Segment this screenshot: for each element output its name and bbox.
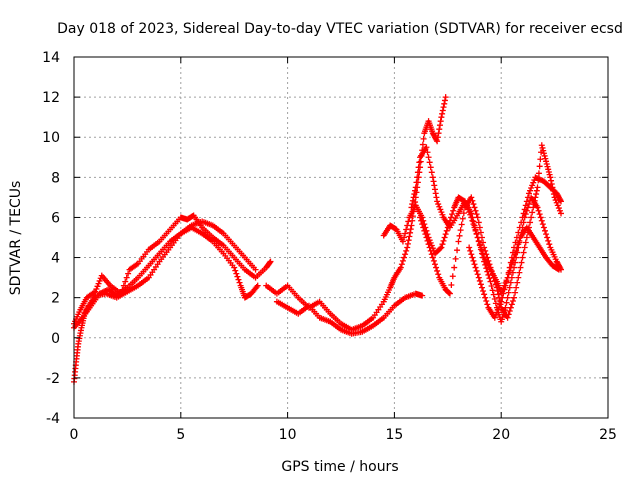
x-tick-label: 25: [599, 427, 617, 443]
axis-ticks: 0 5 10 15 20 25 -4 -2 0 2 4 6 8 10 12 14: [42, 50, 617, 443]
y-tick-label: -4: [46, 411, 60, 427]
data-point-markers: [417, 142, 565, 321]
x-tick-label: 10: [279, 427, 297, 443]
data-point-markers: [263, 94, 449, 333]
x-tick-label: 20: [492, 427, 510, 443]
y-tick-label: 10: [42, 130, 60, 146]
series-trace-i: [466, 224, 562, 321]
y-tick-label: 0: [51, 331, 60, 347]
plot-frame: [73, 56, 609, 419]
data-point-markers: [408, 144, 565, 325]
x-tick-label: 5: [176, 427, 185, 443]
y-tick-label: 8: [51, 170, 60, 186]
series-trace-g: [408, 144, 565, 325]
y-tick-label: 4: [51, 251, 60, 267]
x-tick-label: 0: [70, 427, 79, 443]
x-axis-label: GPS time / hours: [281, 459, 398, 475]
chart-title: Day 018 of 2023, Sidereal Day-to-day VTE…: [57, 21, 623, 37]
data-point-markers: [466, 224, 562, 321]
x-tick-label: 15: [385, 427, 403, 443]
y-tick-label: 14: [42, 50, 60, 66]
y-tick-label: 12: [42, 90, 60, 106]
y-tick-label: -2: [46, 371, 60, 387]
series-trace-d: [263, 94, 449, 333]
y-tick-label: 2: [51, 291, 60, 307]
series-trace-e: [273, 290, 426, 337]
y-tick-label: 6: [51, 210, 60, 226]
series-trace-h: [417, 142, 565, 321]
data-point-markers: [273, 290, 426, 337]
y-axis-label: SDTVAR / TECUs: [8, 181, 24, 296]
